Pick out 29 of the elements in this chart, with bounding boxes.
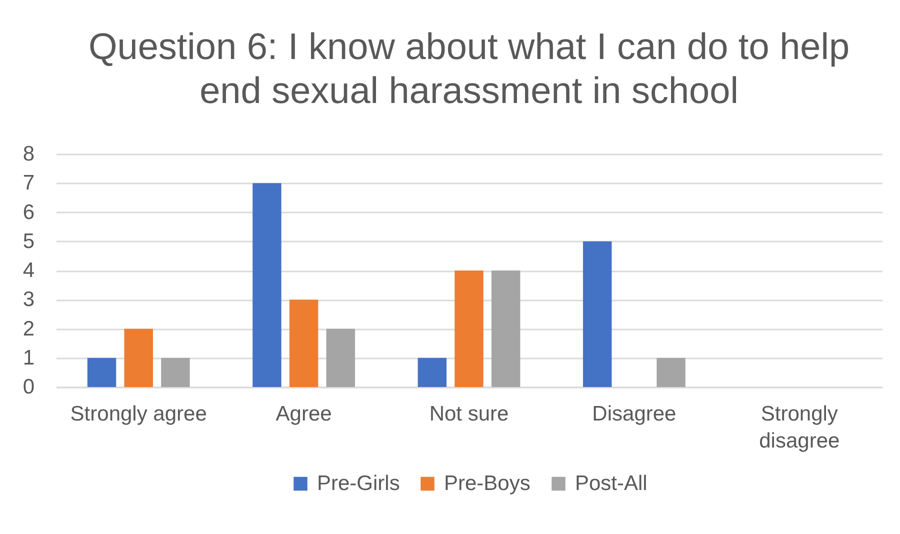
y-tick-label: 3 [22, 288, 34, 312]
legend-label: Pre-Girls [317, 472, 400, 495]
bar [161, 358, 190, 387]
y-tick-label: 5 [22, 230, 34, 253]
bar [582, 241, 612, 387]
legend-label: Pre-Boys [444, 472, 530, 495]
x-tick-label: Strongly agree [70, 402, 207, 426]
bar [491, 270, 520, 387]
y-tick-label: 8 [22, 142, 34, 166]
bar [454, 270, 484, 387]
x-tick-label: Strongly disagree [759, 402, 840, 452]
x-tick-label: Not sure [429, 402, 509, 426]
bar [418, 358, 447, 387]
x-tick-label: Disagree [592, 402, 676, 426]
bar [326, 328, 356, 387]
y-tick-label: 6 [22, 200, 34, 224]
bar [124, 328, 153, 387]
x-tick-label: Agree [276, 402, 332, 426]
y-tick-label: 7 [22, 172, 34, 195]
chart-title: Question 6: I know about what I can do to help end sexual harassment in school [88, 26, 850, 111]
y-tick-label: 4 [22, 259, 35, 282]
y-tick-label: 0 [22, 376, 34, 398]
y-tick-label: 2 [22, 317, 34, 340]
bar [289, 300, 318, 387]
bar [87, 358, 116, 387]
y-tick-label: 1 [22, 346, 34, 370]
bar [252, 183, 282, 387]
bar [656, 358, 686, 387]
legend-label: Post-All [575, 472, 648, 495]
